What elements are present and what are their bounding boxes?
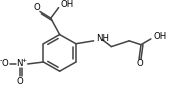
Text: NH: NH bbox=[97, 34, 110, 43]
Text: O: O bbox=[34, 3, 40, 12]
Text: O: O bbox=[16, 77, 23, 86]
Text: O: O bbox=[137, 59, 143, 67]
Text: OH: OH bbox=[61, 0, 74, 9]
Text: -: - bbox=[0, 57, 2, 63]
Text: N: N bbox=[17, 59, 23, 68]
Text: O: O bbox=[2, 59, 8, 68]
Text: +: + bbox=[21, 58, 26, 63]
Text: OH: OH bbox=[153, 32, 166, 42]
